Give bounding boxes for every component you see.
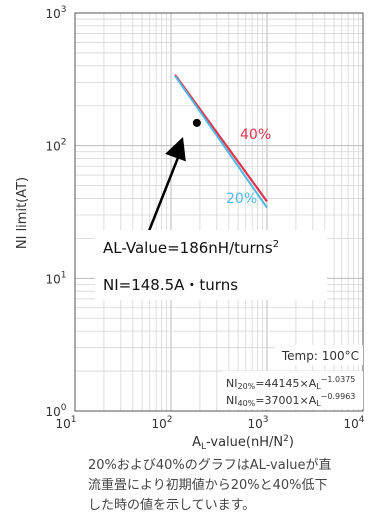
formula-ni20: NI20%=44145×AL−1.0375 xyxy=(226,375,355,391)
x-tick-label: 103 xyxy=(247,415,268,431)
y-tick-label: 100 xyxy=(45,403,66,419)
series-layer xyxy=(174,74,268,209)
caption-line: 流重畳により初期値から20%と40%低下 xyxy=(88,478,328,493)
y-tick-label: 102 xyxy=(45,138,66,154)
ni-limit-chart: 40%20% 101 102 103 104100101102103AL-value(… xyxy=(15,5,365,452)
caption: 20%および40%のグラフはAL-valueが直 流重畳により初期値から20%と… xyxy=(88,456,388,516)
annotation-arrow xyxy=(145,144,185,237)
annotation-ni: NI=148.5A・turns xyxy=(103,276,238,294)
y-tick-label: 101 xyxy=(45,270,66,286)
plot-frame xyxy=(74,12,364,412)
x-tick-label: 102 xyxy=(151,415,172,431)
annotation-layer: AL-Value=186nH/turns2 NI=148.5A・turns Temp… xyxy=(95,118,363,409)
x-tick-label: 104 xyxy=(343,415,364,431)
y-axis-label: NI limit(AT) xyxy=(15,177,30,249)
labels-layer: 40% 20% xyxy=(226,127,271,207)
annotation-al-value: AL-Value=186nH/turns2 xyxy=(103,239,279,257)
operating-point xyxy=(192,118,201,127)
series-label-40pct: 40% xyxy=(240,127,271,143)
formula-box xyxy=(222,371,363,409)
annotation-box xyxy=(95,230,327,300)
series-label-20pct: 20% xyxy=(226,191,257,207)
caption-line: した時の値を示しています。 xyxy=(88,498,256,513)
x-tick-label: 101 xyxy=(55,415,76,431)
y-tick-label: 103 xyxy=(45,5,66,21)
series-line-20pct xyxy=(174,75,268,209)
tick-labels: 101 102 103 104100101102103AL-value(nH/N2)N… xyxy=(15,5,365,452)
temp-box-bg xyxy=(275,345,363,365)
arrow-head xyxy=(165,137,186,162)
x-axis-label: AL-value(nH/N2) xyxy=(192,434,294,452)
formula-ni40: NI40%=37001×AL−0.9963 xyxy=(226,392,355,408)
caption-line: 20%および40%のグラフはAL-valueが直 xyxy=(88,458,332,473)
series-line-40pct xyxy=(174,74,268,203)
temp-label: Temp: 100°C xyxy=(281,349,359,363)
